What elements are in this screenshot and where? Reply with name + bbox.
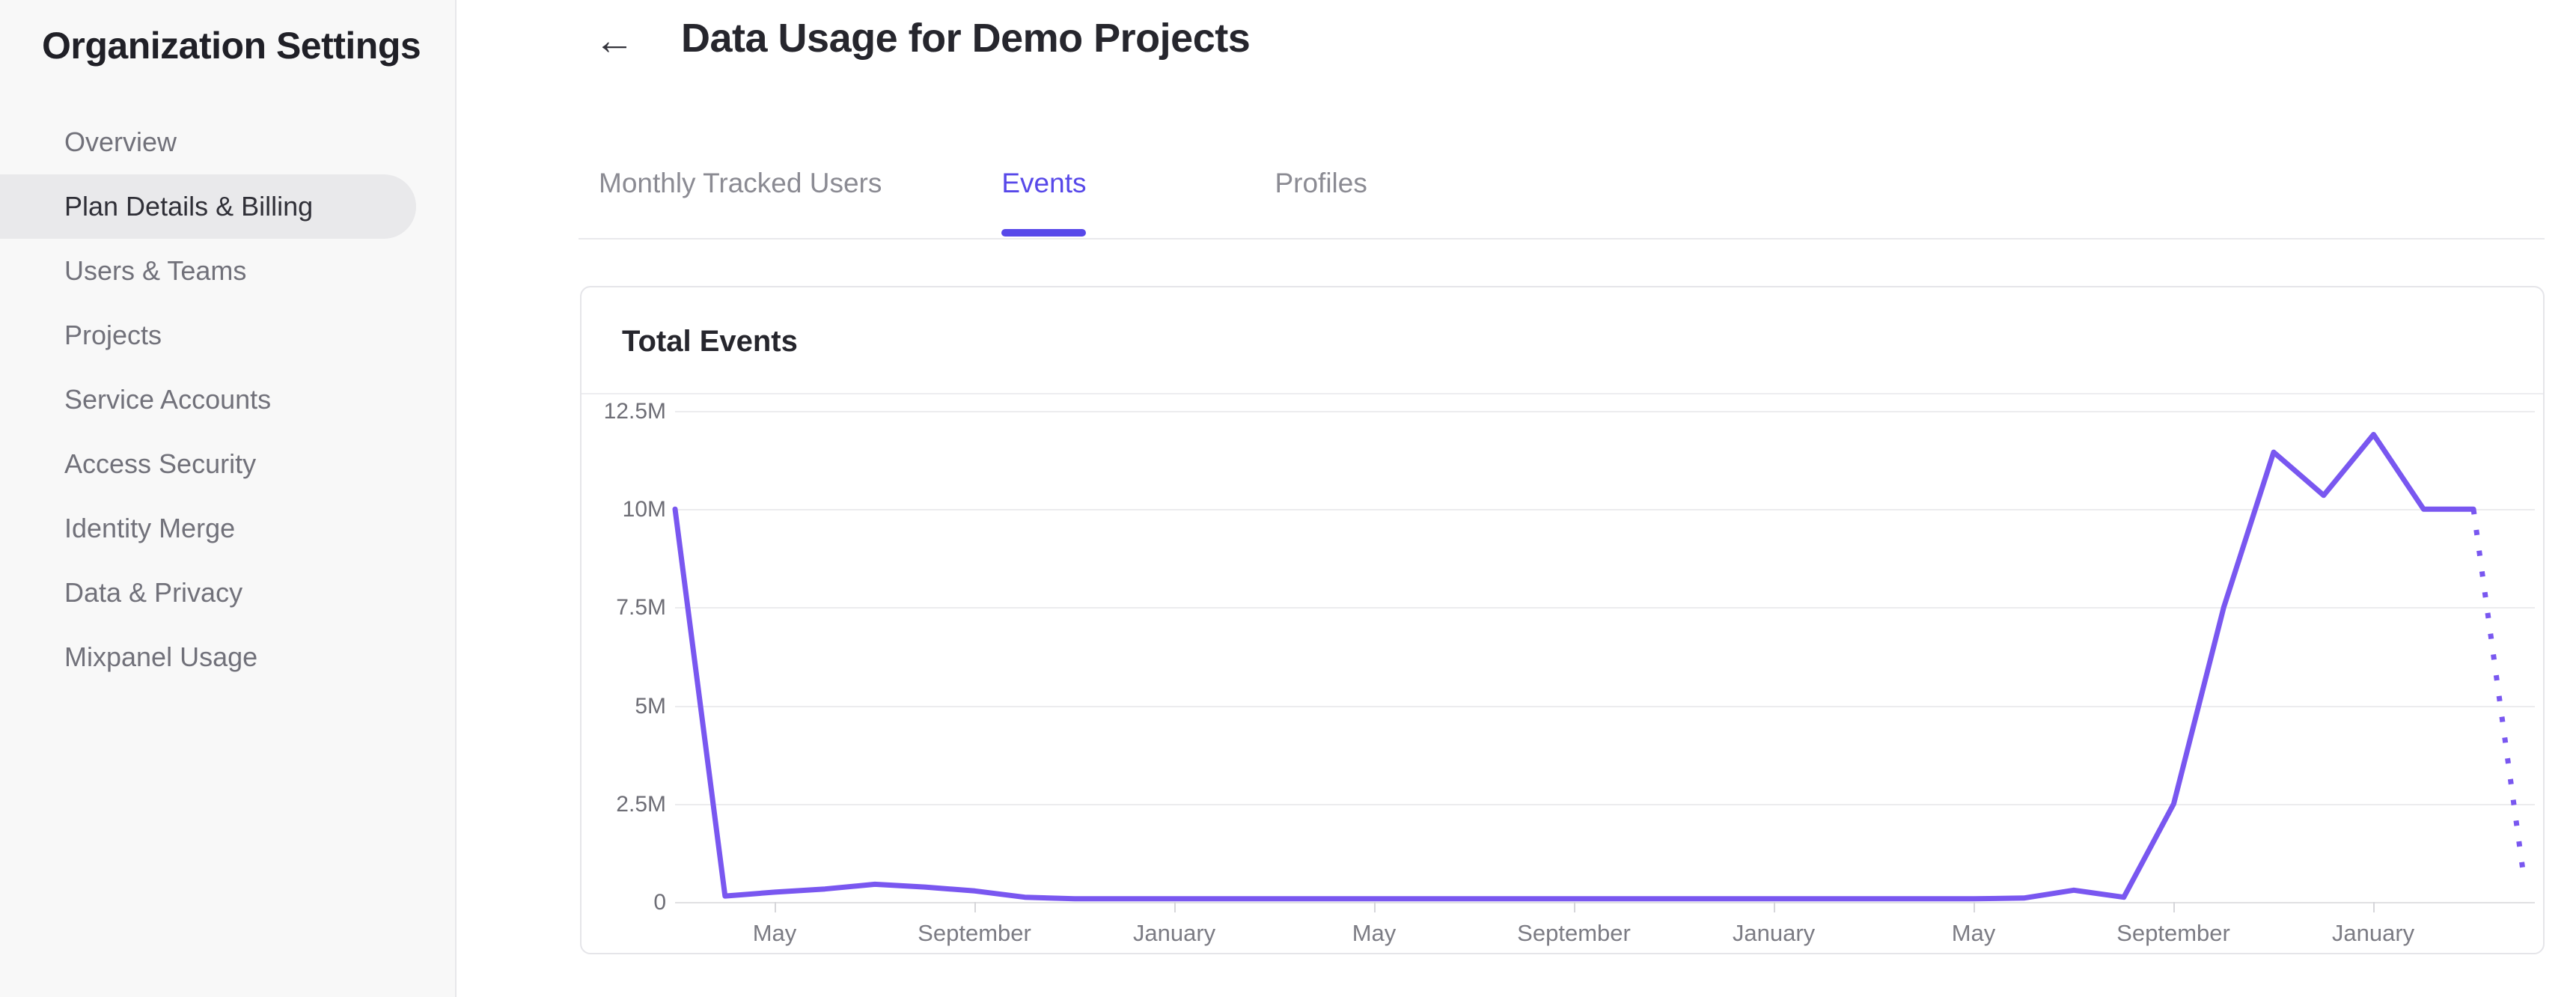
events-line-projected [2470, 508, 2527, 875]
sidebar-item-overview[interactable]: Overview [64, 126, 177, 157]
x-axis-tick [1974, 902, 1975, 912]
usage-chart-card: Total Events 12.5M 10M 7.5M 5M 2.5M 0 May Septe… [580, 286, 2545, 954]
x-axis-line [675, 902, 2535, 903]
sidebar-nav: Overview Plan Details & Billing Users & Te… [0, 110, 455, 689]
gridline [675, 705, 2535, 707]
tab-label: Events [1001, 168, 1087, 198]
tab-bar: Monthly Tracked Users Events Profiles [599, 168, 1367, 237]
y-axis-label: 0 [653, 890, 666, 915]
sidebar-item-projects[interactable]: Projects [64, 320, 162, 350]
x-axis-label: May [1951, 920, 1996, 946]
x-axis-tick [1174, 902, 1176, 912]
x-axis-label: September [918, 920, 1031, 946]
x-axis-tick [2373, 902, 2375, 912]
gridline [675, 509, 2535, 511]
tab-bar-divider [579, 238, 2545, 240]
tab-monthly-tracked-users[interactable]: Monthly Tracked Users [599, 168, 882, 237]
y-axis-label: 2.5M [616, 791, 666, 817]
sidebar: Organization Settings Overview Plan Detai… [0, 0, 457, 997]
y-axis-label: 7.5M [616, 595, 666, 621]
sidebar-item-identity-merge[interactable]: Identity Merge [64, 513, 236, 543]
x-axis-label: January [2331, 920, 2415, 946]
sidebar-item-service-accounts[interactable]: Service Accounts [64, 384, 272, 415]
back-arrow-icon[interactable]: ← [594, 18, 635, 63]
tab-label: Monthly Tracked Users [599, 168, 882, 198]
active-tab-underline [1001, 229, 1087, 237]
x-axis-label: January [1732, 920, 1816, 946]
events-line [672, 432, 2476, 902]
x-axis-label: May [1352, 920, 1397, 946]
y-axis-label: 10M [622, 497, 666, 522]
x-axis-tick [775, 902, 776, 912]
sidebar-title: Organization Settings [42, 25, 421, 67]
x-axis-tick [974, 902, 976, 912]
x-axis-label: January [1132, 920, 1216, 946]
x-axis-tick [2173, 902, 2175, 912]
gridline [675, 607, 2535, 609]
x-axis-label: September [1517, 920, 1631, 946]
page-title: Data Usage for Demo Projects [681, 16, 1251, 61]
tab-profiles[interactable]: Profiles [1275, 168, 1367, 237]
x-axis-label: May [752, 920, 797, 946]
y-axis-label: 12.5M [603, 399, 666, 424]
chart-card-title: Total Events [622, 325, 798, 358]
x-axis-tick [1574, 902, 1575, 912]
sidebar-item-data-and-privacy[interactable]: Data & Privacy [64, 577, 243, 608]
tab-events[interactable]: Events [1001, 168, 1087, 237]
sidebar-item-mixpanel-usage[interactable]: Mixpanel Usage [64, 641, 258, 672]
sidebar-item-access-security[interactable]: Access Security [64, 448, 257, 479]
total-events-chart: 12.5M 10M 7.5M 5M 2.5M 0 May September January Ma… [582, 287, 2543, 953]
gridline [675, 411, 2535, 412]
tab-label: Profiles [1275, 168, 1367, 198]
x-axis-label: September [2116, 920, 2230, 946]
gridline [675, 803, 2535, 805]
y-axis-label: 5M [635, 693, 666, 719]
card-title-divider [582, 393, 2543, 394]
sidebar-item-plan-details-and-billing[interactable]: Plan Details & Billing [0, 174, 416, 239]
x-axis-tick [1374, 902, 1376, 912]
x-axis-tick [1774, 902, 1775, 912]
sidebar-item-users-and-teams[interactable]: Users & Teams [64, 255, 247, 286]
total-events-line-svg [672, 432, 2527, 902]
